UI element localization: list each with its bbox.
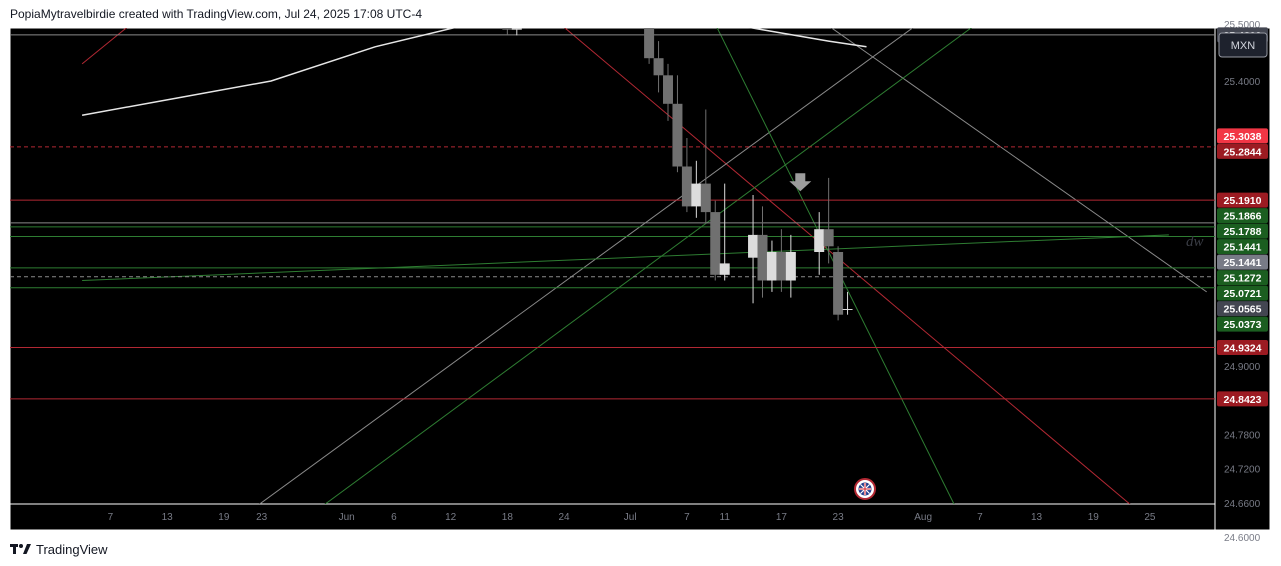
candle	[842, 291, 853, 315]
price-tag-label: 25.2844	[1224, 146, 1262, 158]
time-tick-label: 25	[1144, 512, 1156, 523]
price-tag-label: 25.0373	[1224, 319, 1262, 331]
moving-average-line	[81, 28, 867, 116]
price-tag-label: 25.1441	[1224, 257, 1262, 269]
candle	[814, 212, 825, 275]
trend-line-red	[564, 28, 1131, 504]
price-tag: 25.2844	[1217, 143, 1268, 159]
price-tag: 25.1441	[1217, 254, 1268, 270]
annotations	[789, 173, 812, 192]
trend-line-gray	[830, 28, 1207, 293]
price-tag-label: 25.1866	[1224, 211, 1262, 223]
candle	[700, 109, 711, 224]
time-tick-label: 23	[256, 512, 268, 523]
price-tag: 24.9324	[1217, 340, 1268, 356]
events-flag-icon[interactable]	[854, 478, 876, 500]
candle	[644, 28, 655, 64]
time-tick-label: 24	[558, 512, 570, 523]
candle	[823, 177, 834, 264]
price-tag: 25.0373	[1217, 316, 1268, 332]
candle	[776, 229, 787, 292]
time-tick-label: 19	[218, 512, 230, 523]
trend-line-green	[716, 28, 955, 504]
candle	[766, 240, 777, 292]
price-tick-label: 24.6000	[1224, 533, 1261, 544]
time-tick-label: 11	[720, 512, 731, 523]
moving-average	[81, 28, 867, 116]
candles	[446, 0, 853, 321]
time-tick-label: 23	[833, 512, 845, 523]
price-tick-label: 24.6600	[1224, 499, 1261, 510]
price-tag-label: 25.1788	[1224, 226, 1262, 238]
candle	[757, 206, 768, 298]
candle	[719, 183, 730, 281]
price-tag: 25.1910	[1217, 192, 1268, 208]
price-tag: 25.1866	[1217, 208, 1268, 224]
time-tick-label: 7	[684, 512, 690, 523]
time-tick-label: Jun	[339, 512, 355, 523]
trend-line-green	[82, 234, 1169, 281]
time-tick-label: 7	[977, 512, 983, 523]
price-tag: 25.3038	[1217, 128, 1268, 144]
candle	[653, 41, 664, 93]
price-tag-label: 25.0721	[1224, 288, 1262, 300]
candle	[748, 195, 759, 304]
price-tick-label: 24.7800	[1224, 430, 1261, 441]
chart-background	[9, 27, 1271, 531]
price-tag-label: 25.1272	[1224, 273, 1262, 285]
candle	[502, 28, 513, 36]
trend-line-red	[81, 28, 127, 65]
tradingview-logo-icon	[10, 544, 31, 554]
header-attribution: PopiaMytravelbirdie created with Trading…	[10, 7, 422, 21]
candle	[710, 200, 721, 281]
candle	[672, 75, 683, 173]
candle	[635, 0, 645, 24]
trend-line-gray	[258, 28, 914, 504]
price-tag: 25.0565	[1217, 301, 1268, 317]
time-tick-label: 19	[1088, 512, 1100, 523]
price-tag: 25.1272	[1217, 270, 1268, 286]
price-tick-label: 24.7200	[1224, 465, 1261, 476]
price-tag-label: 24.9324	[1224, 343, 1262, 355]
time-tick-label: 7	[108, 512, 114, 523]
time-tick-label: 13	[1031, 512, 1043, 523]
price-tag-label: 24.8423	[1224, 394, 1262, 406]
price-tag: 24.8423	[1217, 391, 1268, 407]
price-tick-label: 25.5000	[1224, 20, 1261, 31]
time-tick-label: Jul	[624, 512, 637, 523]
time-tick-label: 12	[445, 512, 457, 523]
price-tag-label: 25.3038	[1224, 131, 1262, 143]
price-tag: 25.1441	[1217, 239, 1268, 255]
arrow-down-icon	[789, 173, 812, 192]
price-tag: 25.1788	[1217, 223, 1268, 239]
price-tag: 25.0721	[1217, 285, 1268, 301]
price-tag-label: 25.0565	[1224, 304, 1262, 316]
watermark-text: dw	[1186, 234, 1204, 250]
candle	[446, 0, 456, 24]
candle	[483, 0, 493, 18]
time-tick-label: Aug	[914, 512, 932, 523]
price-tag-label: 25.1441	[1224, 242, 1262, 254]
price-tick-label: 24.9000	[1224, 362, 1261, 373]
currency-button-label: MXN	[1231, 40, 1256, 52]
candle	[663, 63, 673, 121]
time-axis-ticks: 7 13 19 23 Jun 6 12 18 24 Jul 7 11 17 23 Aug 7 13 19 25	[108, 512, 1156, 523]
footer-brand[interactable]: TradingView	[10, 540, 108, 558]
currency-button[interactable]: MXN	[1218, 32, 1268, 58]
candle	[681, 138, 692, 213]
price-tag-label: 25.1910	[1224, 195, 1262, 207]
time-tick-label: 18	[502, 512, 514, 523]
time-tick-label: 13	[162, 512, 174, 523]
drawing-lines	[10, 28, 1215, 504]
time-tick-label: 17	[776, 512, 788, 523]
candle	[511, 28, 522, 36]
price-tick-label: 25.4000	[1224, 77, 1261, 88]
candle	[691, 160, 702, 218]
candle	[833, 246, 844, 321]
candle	[785, 234, 796, 298]
time-tick-label: 6	[391, 512, 397, 523]
footer-brand-label: TradingView	[36, 541, 108, 557]
price-tags: 25.480925.303825.284425.191025.186625.17…	[1217, 27, 1268, 407]
